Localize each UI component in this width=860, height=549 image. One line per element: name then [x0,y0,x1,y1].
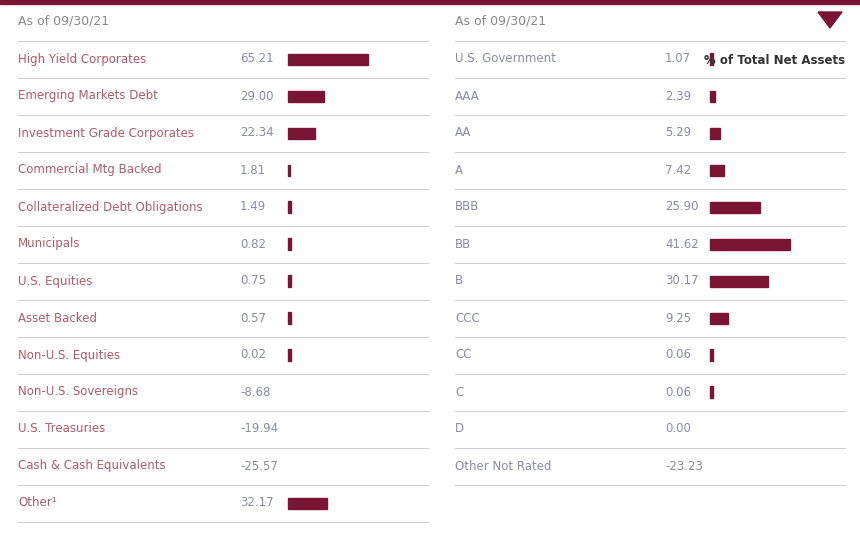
Text: As of 09/30/21: As of 09/30/21 [18,14,109,27]
Text: 5.29: 5.29 [665,126,691,139]
Text: 30.17: 30.17 [665,274,698,288]
Bar [288,165,290,176]
Bar [288,53,368,64]
Bar [0,0,860,4]
Text: 32.17: 32.17 [240,496,273,509]
Text: -8.68: -8.68 [240,385,270,399]
Text: 0.00: 0.00 [665,423,691,435]
Text: 2.39: 2.39 [665,89,691,103]
Bar [288,201,291,213]
Bar [710,312,728,323]
Bar [288,238,291,250]
Text: High Yield Corporates: High Yield Corporates [18,53,146,65]
Bar [288,497,328,508]
Text: BBB: BBB [455,200,479,214]
Text: 29.00: 29.00 [240,89,273,103]
Polygon shape [818,12,842,28]
Bar [288,275,291,287]
Text: 0.75: 0.75 [240,274,266,288]
Text: 0.57: 0.57 [240,311,266,324]
Text: 0.06: 0.06 [665,349,691,361]
Text: As of 09/30/21: As of 09/30/21 [455,14,546,27]
Bar [710,91,715,102]
Text: C: C [455,385,464,399]
Text: U.S. Government: U.S. Government [455,53,556,65]
Text: Investment Grade Corporates: Investment Grade Corporates [18,126,194,139]
Text: B: B [455,274,464,288]
Text: -23.23: -23.23 [665,460,703,473]
Text: 0.02: 0.02 [240,349,266,361]
Text: Emerging Markets Debt: Emerging Markets Debt [18,89,158,103]
Text: Asset Backed: Asset Backed [18,311,97,324]
Text: AAA: AAA [455,89,480,103]
Bar [710,127,720,138]
Text: 25.90: 25.90 [665,200,698,214]
Text: U.S. Treasuries: U.S. Treasuries [18,423,105,435]
Text: Non-U.S. Sovereigns: Non-U.S. Sovereigns [18,385,138,399]
Bar [288,349,291,361]
Text: 41.62: 41.62 [665,238,698,250]
Text: 0.06: 0.06 [665,385,691,399]
Text: 1.81: 1.81 [240,164,266,176]
Text: Other¹: Other¹ [18,496,57,509]
Text: % of Total Net Assets: % of Total Net Assets [703,54,845,68]
Text: Cash & Cash Equivalents: Cash & Cash Equivalents [18,460,166,473]
Text: 0.82: 0.82 [240,238,266,250]
Bar [288,91,323,102]
Bar [710,276,768,287]
Bar [710,53,713,65]
Text: D: D [455,423,464,435]
Text: -25.57: -25.57 [240,460,278,473]
Text: CCC: CCC [455,311,480,324]
Text: -19.94: -19.94 [240,423,278,435]
Text: AA: AA [455,126,471,139]
Text: A: A [455,164,463,176]
Text: 9.25: 9.25 [665,311,691,324]
Bar [288,127,316,138]
Text: CC: CC [455,349,471,361]
Bar [710,201,759,212]
Text: BB: BB [455,238,471,250]
Text: 22.34: 22.34 [240,126,273,139]
Text: Commercial Mtg Backed: Commercial Mtg Backed [18,164,162,176]
Text: Municipals: Municipals [18,238,81,250]
Bar [710,386,713,398]
Text: Non-U.S. Equities: Non-U.S. Equities [18,349,120,361]
Bar [710,165,724,176]
Text: 65.21: 65.21 [240,53,273,65]
Bar [288,312,291,324]
Bar [710,238,790,249]
Text: Other Not Rated: Other Not Rated [455,460,551,473]
Bar [710,349,713,361]
Text: 7.42: 7.42 [665,164,691,176]
Text: 1.07: 1.07 [665,53,691,65]
Text: 1.49: 1.49 [240,200,267,214]
Text: Collateralized Debt Obligations: Collateralized Debt Obligations [18,200,203,214]
Text: U.S. Equities: U.S. Equities [18,274,92,288]
